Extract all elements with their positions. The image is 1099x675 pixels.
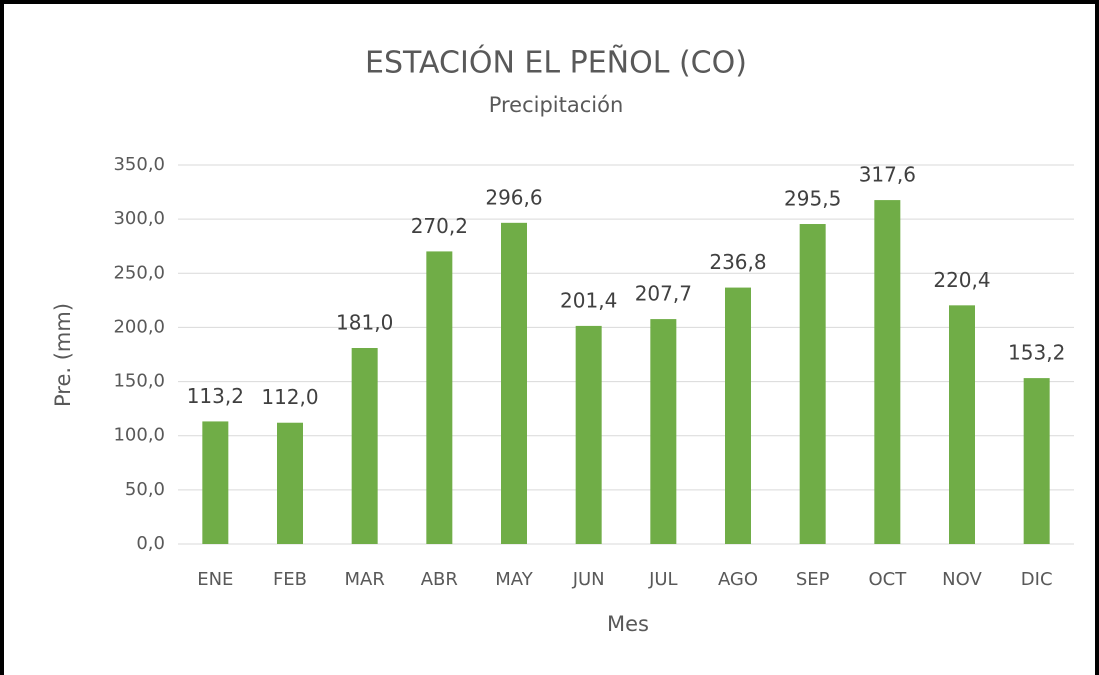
x-tick-label: AGO bbox=[718, 569, 758, 590]
y-axis-label: Pre. (mm) bbox=[51, 303, 75, 407]
x-tick-label: JUL bbox=[648, 569, 678, 590]
bar bbox=[949, 305, 975, 544]
data-label: 236,8 bbox=[709, 250, 766, 274]
bar bbox=[277, 422, 303, 544]
data-label: 181,0 bbox=[336, 311, 393, 335]
x-tick-label: MAR bbox=[344, 569, 384, 590]
y-tick-label: 50,0 bbox=[125, 479, 165, 500]
y-tick-label: 150,0 bbox=[113, 371, 165, 392]
y-tick-label: 250,0 bbox=[113, 262, 165, 283]
data-label: 270,2 bbox=[411, 214, 468, 238]
data-label: 153,2 bbox=[1008, 341, 1065, 365]
data-label: 112,0 bbox=[261, 385, 318, 409]
bar bbox=[799, 224, 826, 544]
bar bbox=[501, 222, 527, 544]
data-label: 201,4 bbox=[560, 288, 617, 312]
y-tick-label: 350,0 bbox=[113, 154, 165, 175]
data-label: 113,2 bbox=[187, 384, 244, 408]
chart-title: ESTACIÓN EL PEÑOL (CO) bbox=[365, 44, 747, 81]
bar bbox=[426, 251, 453, 545]
bar bbox=[351, 348, 378, 544]
y-tick-label: 200,0 bbox=[113, 316, 165, 337]
y-tick-label: 300,0 bbox=[113, 208, 165, 229]
x-tick-label: NOV bbox=[942, 569, 982, 590]
y-tick-label: 0,0 bbox=[136, 533, 165, 554]
x-tick-label: ABR bbox=[421, 569, 458, 590]
x-tick-label: OCT bbox=[868, 569, 907, 590]
x-tick-label: MAY bbox=[495, 569, 533, 590]
bar bbox=[650, 319, 677, 544]
x-axis-label: Mes bbox=[607, 612, 649, 636]
y-tick-label: 100,0 bbox=[113, 425, 165, 446]
bar bbox=[874, 200, 901, 544]
chart-subtitle: Precipitación bbox=[489, 93, 624, 117]
x-tick-label: SEP bbox=[796, 569, 830, 590]
data-label: 207,7 bbox=[635, 282, 692, 306]
data-label: 295,5 bbox=[784, 187, 841, 211]
bar bbox=[1023, 378, 1050, 544]
x-tick-label: DIC bbox=[1021, 569, 1053, 590]
bar bbox=[725, 287, 751, 544]
x-tick-label: ENE bbox=[197, 569, 233, 590]
data-label: 317,6 bbox=[859, 163, 916, 187]
data-label: 220,4 bbox=[933, 268, 990, 292]
bar bbox=[575, 325, 602, 544]
bar bbox=[202, 421, 229, 544]
x-tick-label: FEB bbox=[273, 569, 307, 590]
x-tick-label: JUN bbox=[572, 569, 605, 590]
data-label: 296,6 bbox=[485, 185, 542, 209]
